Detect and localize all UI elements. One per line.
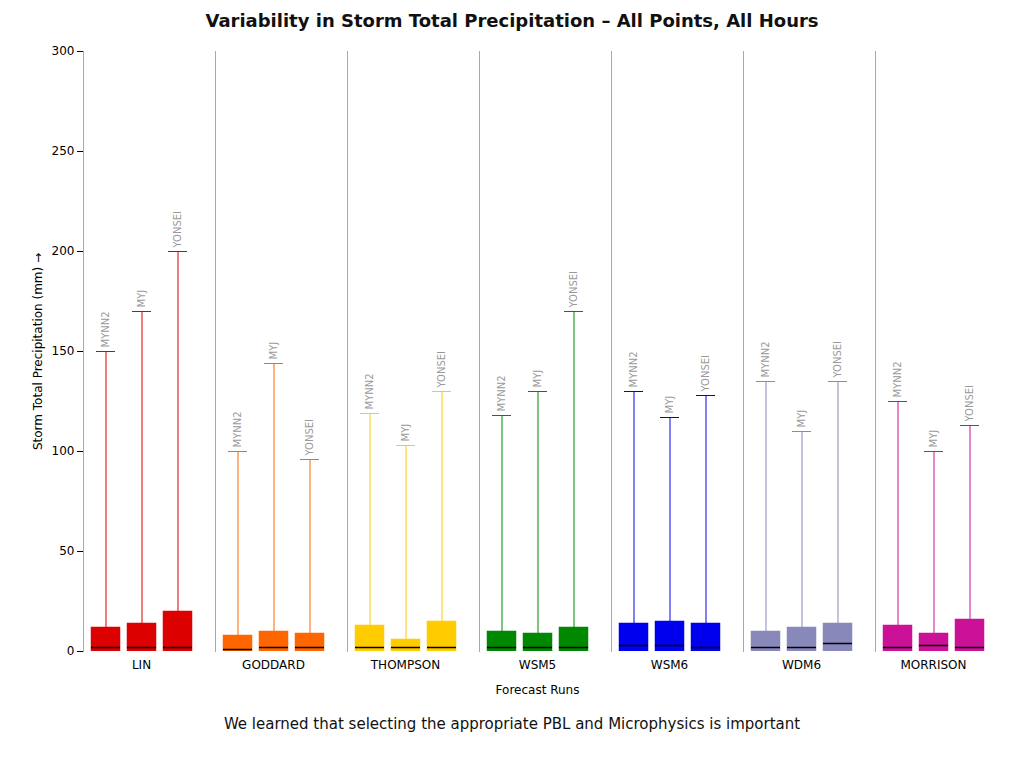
svg-text:MORRISON: MORRISON — [900, 658, 966, 672]
svg-text:WSM6: WSM6 — [651, 658, 688, 672]
svg-text:200: 200 — [52, 244, 75, 258]
svg-text:LIN: LIN — [132, 658, 151, 672]
svg-text:MYNN2: MYNN2 — [232, 411, 243, 447]
svg-text:THOMPSON: THOMPSON — [370, 658, 440, 672]
html-text:Variability in Storm Total Pre: Variability in Storm Total Precipitation… — [205, 10, 819, 31]
svg-text:WSM5: WSM5 — [519, 658, 556, 672]
svg-text:YONSEI: YONSEI — [172, 211, 183, 249]
svg-text:GODDARD: GODDARD — [242, 658, 305, 672]
svg-text:MYNN2: MYNN2 — [364, 373, 375, 409]
svg-text:50: 50 — [59, 544, 74, 558]
svg-text:0: 0 — [67, 644, 75, 658]
svg-text:MYNN2: MYNN2 — [628, 351, 639, 387]
svg-text:YONSEI: YONSEI — [304, 419, 315, 457]
svg-text:250: 250 — [52, 144, 75, 158]
svg-text:MYJ: MYJ — [532, 370, 543, 388]
svg-text:MYNN2: MYNN2 — [496, 375, 507, 411]
svg-text:MYJ: MYJ — [400, 424, 411, 442]
svg-text:YONSEI: YONSEI — [700, 355, 711, 393]
svg-text:MYJ: MYJ — [136, 290, 147, 308]
svg-text:MYJ: MYJ — [928, 430, 939, 448]
svg-text:MYJ: MYJ — [268, 342, 279, 360]
html-text:We learned that selecting the: We learned that selecting the appropriat… — [223, 715, 801, 733]
svg-text:MYNN2: MYNN2 — [100, 311, 111, 347]
svg-text:300: 300 — [52, 44, 75, 58]
svg-text:150: 150 — [52, 344, 75, 358]
svg-text:Storm Total Precipitation (mm): Storm Total Precipitation (mm) → — [31, 253, 45, 450]
svg-text:YONSEI: YONSEI — [964, 385, 975, 423]
svg-text:MYJ: MYJ — [796, 410, 807, 428]
svg-text:MYNN2: MYNN2 — [760, 341, 771, 377]
svg-text:WDM6: WDM6 — [782, 658, 821, 672]
svg-text:100: 100 — [52, 444, 75, 458]
svg-text:YONSEI: YONSEI — [568, 271, 579, 309]
svg-text:MYJ: MYJ — [664, 396, 675, 414]
svg-text:YONSEI: YONSEI — [436, 351, 447, 389]
svg-text:YONSEI: YONSEI — [832, 341, 843, 379]
svg-text:Forecast Runs: Forecast Runs — [496, 683, 580, 697]
svg-text:MYNN2: MYNN2 — [892, 361, 903, 397]
